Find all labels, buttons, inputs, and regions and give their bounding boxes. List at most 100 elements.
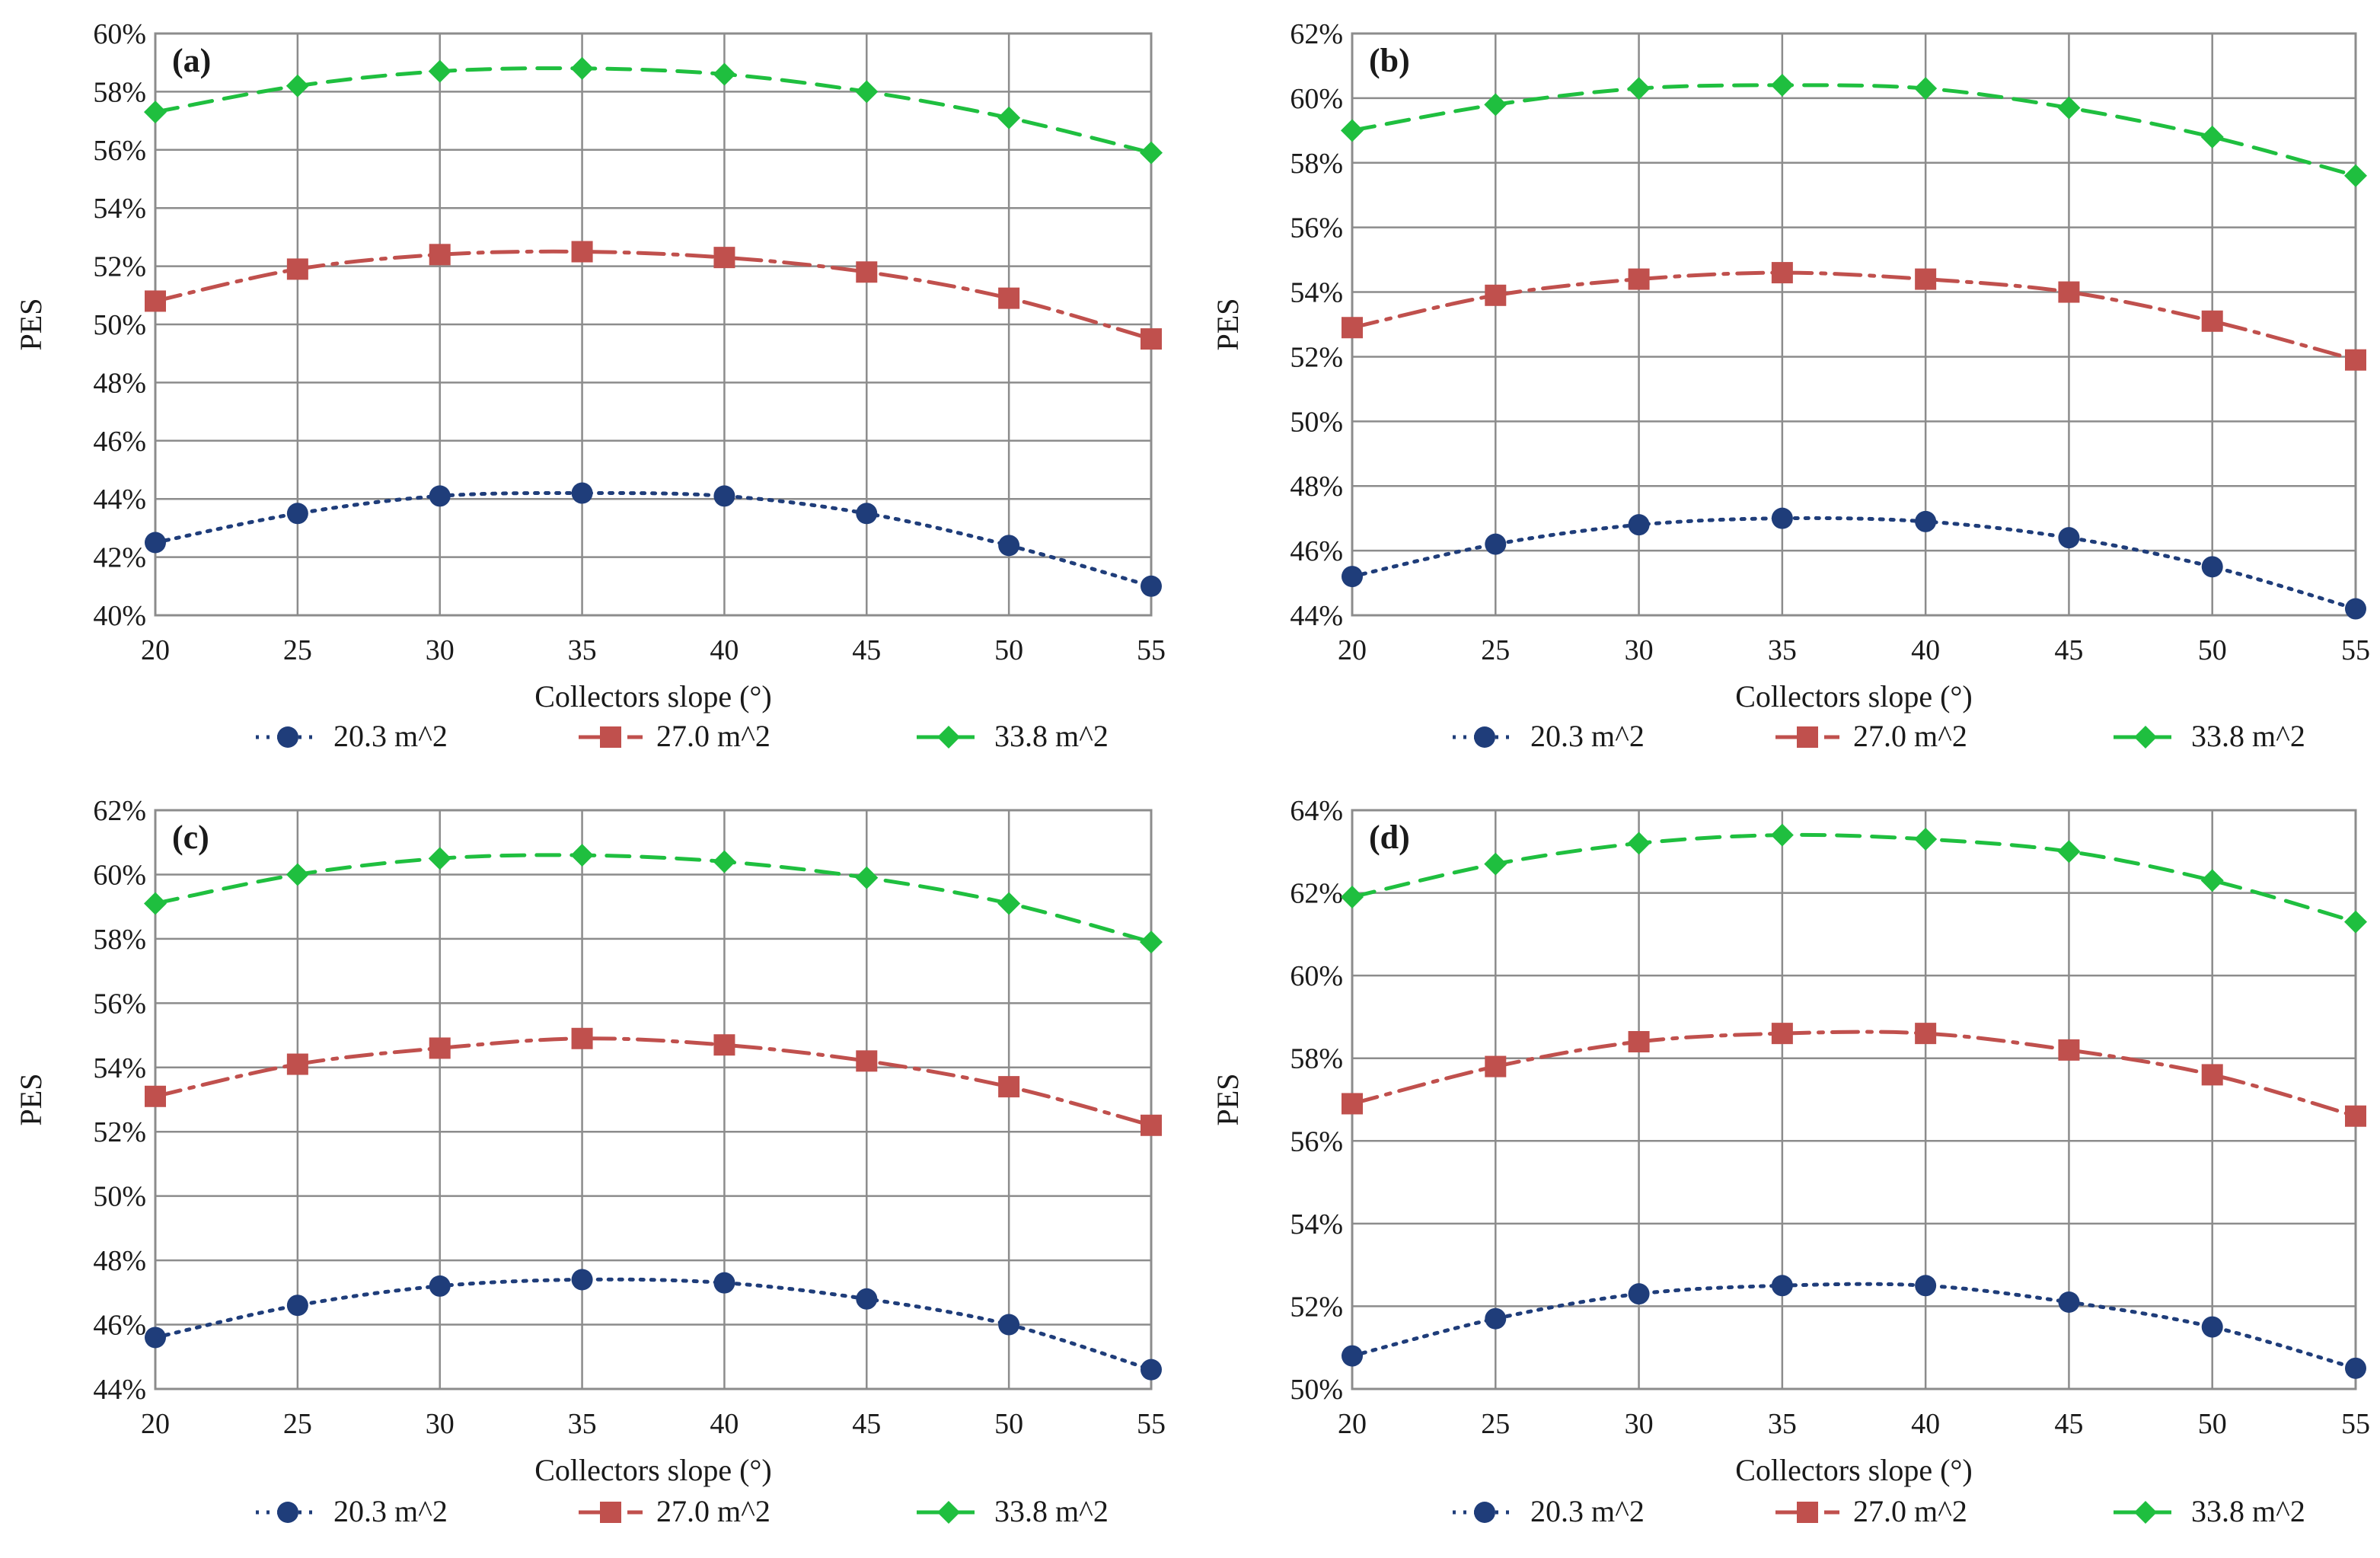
data-point (1915, 1275, 1937, 1297)
data-point (1485, 284, 1507, 306)
data-point (1141, 575, 1162, 597)
data-point (998, 287, 1020, 309)
data-point (713, 62, 736, 86)
data-point (2345, 1105, 2366, 1127)
legend-label: 27.0 m^2 (656, 1494, 770, 1528)
data-point (145, 290, 166, 312)
data-point (286, 863, 309, 886)
data-point (145, 532, 166, 554)
y-tick-label: 56% (93, 135, 146, 167)
data-point (1771, 1023, 1793, 1045)
data-point (571, 482, 593, 504)
x-tick-label: 50 (2198, 634, 2227, 666)
panel-label: (d) (1369, 819, 1410, 856)
data-point (998, 535, 1020, 557)
x-axis-title: Collectors slope (°) (1735, 1453, 1972, 1487)
y-tick-label: 54% (93, 193, 146, 225)
legend-label: 20.3 m^2 (333, 1494, 448, 1528)
y-tick-label: 60% (1290, 83, 1343, 115)
data-point (286, 1295, 308, 1317)
data-point (286, 258, 308, 280)
data-point (2201, 1064, 2223, 1086)
data-point (855, 866, 879, 889)
y-tick-label: 56% (1290, 212, 1343, 244)
x-tick-label: 30 (426, 634, 455, 666)
x-tick-label: 45 (2054, 1408, 2083, 1440)
data-point (1140, 931, 1163, 954)
data-point (1341, 119, 1364, 142)
data-point (2200, 125, 2224, 148)
y-tick-label: 50% (93, 309, 146, 341)
data-point (429, 1037, 451, 1059)
data-point (571, 1027, 593, 1049)
x-tick-label: 20 (1338, 1408, 1367, 1440)
data-point (1915, 510, 1937, 532)
data-point (144, 892, 167, 915)
series-line (1350, 270, 2358, 362)
data-point (2058, 527, 2080, 549)
data-point (1141, 1114, 1162, 1136)
x-axis-title: Collectors slope (°) (534, 1453, 771, 1487)
legend-marker (1474, 1502, 1495, 1523)
y-tick-label: 56% (93, 988, 146, 1020)
y-tick-label: 48% (93, 1245, 146, 1277)
data-point (571, 1269, 593, 1291)
legend-label: 33.8 m^2 (994, 719, 1109, 753)
legend-marker (937, 726, 960, 749)
data-point (286, 74, 309, 97)
legend-label: 27.0 m^2 (1853, 1494, 1967, 1528)
legend-marker (1797, 1502, 1818, 1523)
legend-label: 33.8 m^2 (2191, 719, 2305, 753)
y-tick-label: 54% (93, 1052, 146, 1084)
data-point (998, 1076, 1020, 1098)
legend-label: 27.0 m^2 (1853, 719, 1967, 753)
data-point (1485, 1307, 1507, 1330)
x-tick-label: 40 (1911, 634, 1940, 666)
data-point (2345, 349, 2366, 371)
data-point (286, 503, 308, 525)
y-tick-label: 62% (93, 795, 146, 827)
data-point (856, 1050, 878, 1072)
data-point (144, 101, 167, 124)
y-tick-label: 48% (1290, 471, 1343, 503)
data-point (713, 1034, 735, 1056)
x-tick-label: 35 (1768, 634, 1797, 666)
data-point (2058, 1039, 2080, 1061)
data-point (1914, 828, 1938, 851)
legend: 20.3 m^2 27.0 m^2 33.8 m^2 (256, 1494, 1109, 1528)
data-point (145, 1085, 166, 1107)
y-tick-label: 56% (1290, 1125, 1343, 1157)
x-tick-label: 35 (568, 1408, 597, 1440)
y-tick-label: 52% (93, 251, 146, 283)
y-tick-label: 62% (1290, 878, 1343, 910)
x-tick-label: 35 (568, 634, 597, 666)
y-axis-title: PES (14, 1074, 48, 1126)
data-point (2058, 281, 2080, 303)
data-point (713, 485, 735, 507)
data-point (2058, 1291, 2080, 1313)
data-point (1341, 886, 1364, 908)
data-point (997, 106, 1021, 129)
data-point (286, 1053, 308, 1075)
legend-marker (1797, 726, 1818, 748)
y-tick-label: 58% (93, 924, 146, 956)
data-point (1914, 77, 1938, 101)
series-line (153, 1036, 1153, 1128)
legend-label: 20.3 m^2 (1530, 1494, 1645, 1528)
x-tick-label: 40 (710, 1408, 739, 1440)
y-axis-title: PES (1211, 1074, 1245, 1126)
x-tick-label: 20 (141, 634, 170, 666)
x-tick-label: 50 (994, 1408, 1023, 1440)
x-tick-label: 20 (1338, 634, 1367, 666)
series-3 (1341, 73, 2367, 187)
data-point (1771, 262, 1793, 284)
data-point (1484, 93, 1507, 117)
legend-marker (937, 1501, 960, 1524)
x-axis-title: Collectors slope (°) (534, 679, 771, 714)
data-point (2057, 96, 2081, 120)
x-tick-label: 55 (1137, 1408, 1166, 1440)
series-2 (1342, 1023, 2366, 1127)
data-point (570, 844, 594, 867)
data-point (997, 892, 1021, 915)
x-tick-label: 30 (1625, 1408, 1654, 1440)
